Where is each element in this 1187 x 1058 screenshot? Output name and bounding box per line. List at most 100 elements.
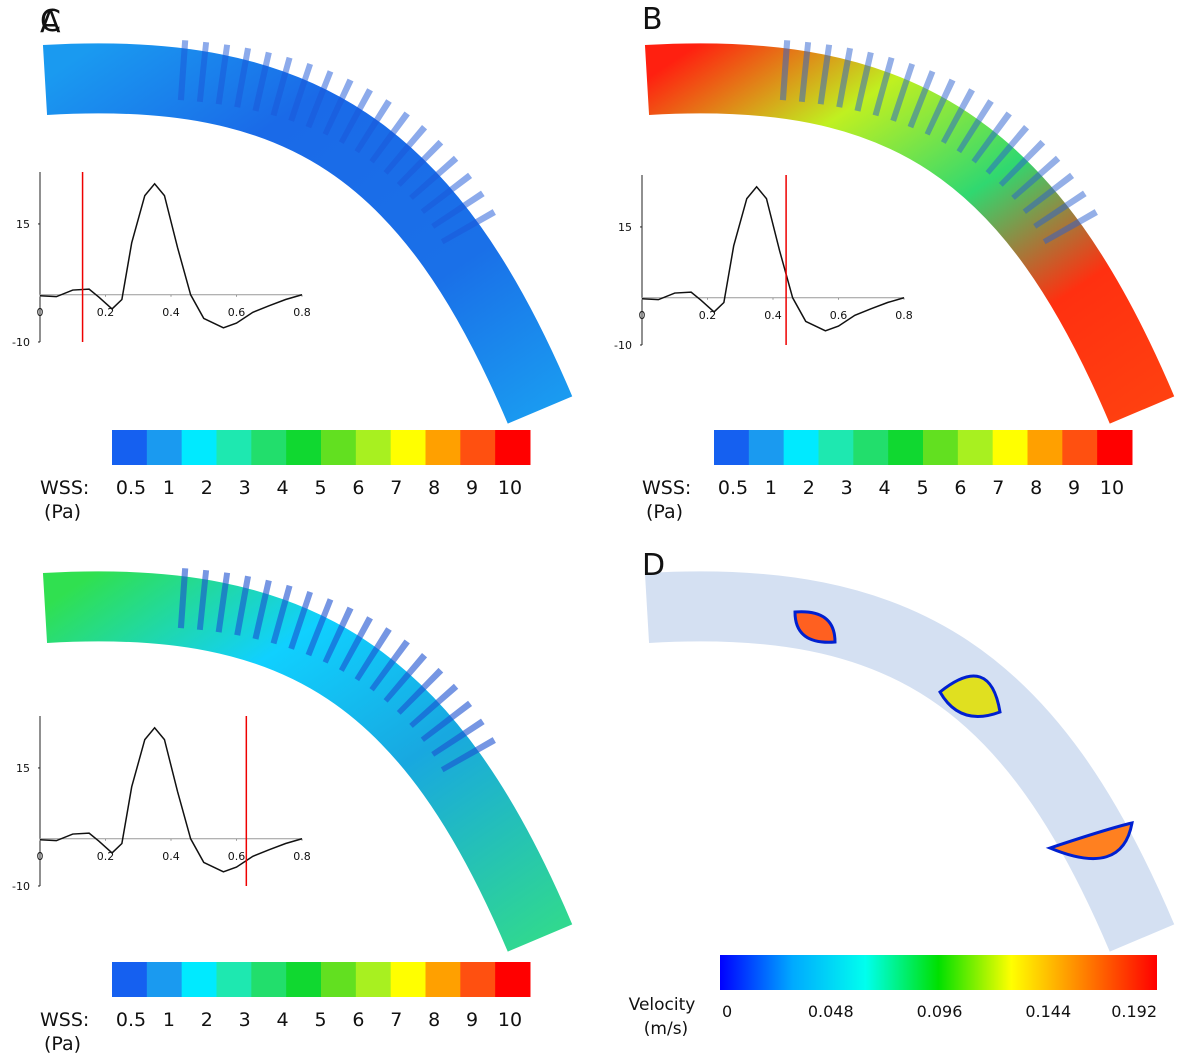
colorbar-block [251,430,287,465]
colorbar-tick-label: 10 [498,1009,522,1031]
x-tick-label: 0 [37,306,44,319]
colorbar-block [992,430,1028,465]
colorbar-block [783,430,819,465]
waveform-line [641,185,905,332]
x-tick-label: 0 [639,309,646,322]
colorbar-block [1027,430,1063,465]
colorbar-tick-label: 9 [466,1009,478,1031]
colorbar-tick-label: 8 [428,1009,440,1031]
y-tick-label: 15 [618,221,632,234]
colorbar-block [495,430,531,465]
colorbar-tick-label: 4 [277,477,289,499]
colorbar-block [425,430,461,465]
x-tick-label: 0.4 [162,306,180,319]
x-tick-label: 0.6 [228,850,246,863]
colorbar-block [748,430,785,465]
colorbar-block [216,430,252,465]
colorbar-block [818,430,854,465]
colorbar-title: WSS: [40,477,89,499]
colorbar-block [216,962,252,997]
colorbar-tick-label: 9 [1068,477,1080,499]
colorbar-tick-label: 0.096 [917,1002,963,1021]
colorbar-block [286,430,322,465]
colorbar-tick-label: 10 [1100,477,1124,499]
stent-a [177,40,497,245]
colorbar-block [112,430,148,465]
panel-label: D [642,548,665,583]
colorbar-tick-label: 8 [1030,477,1042,499]
colorbar-tick-label: 7 [992,477,1004,499]
y-tick-label: 15 [16,218,30,231]
colorbar-block [425,962,461,997]
panel-label: A [40,5,61,40]
colorbar-title: WSS: [40,1009,89,1031]
colorbar-tick-label: 2 [803,477,815,499]
colorbar-tick-label: 10 [498,477,522,499]
profile [1045,821,1134,861]
colorbar-block [460,962,496,997]
colorbar-tick-label: 7 [390,477,402,499]
x-tick-label: 0.6 [830,309,848,322]
x-tick-label: 0.2 [97,850,115,863]
vessel-b [644,43,1175,424]
colorbar-tick-label: 0.048 [808,1002,854,1021]
colorbar-block [390,962,426,997]
colorbar-block [286,962,322,997]
x-tick-label: 0.4 [764,309,782,322]
colorbar-tick-label: 9 [466,477,478,499]
y-tick-label: 15 [16,762,30,775]
colorbar-block [146,430,183,465]
x-tick-label: 0.8 [895,309,913,322]
colorbar-tick-label: 6 [954,477,966,499]
colorbar-tick-label: 0 [722,1002,732,1021]
y-tick-label: -10 [614,339,632,352]
x-tick-label: 0.8 [293,306,311,319]
profile [793,610,837,644]
colorbar-tick-label: 6 [352,1009,364,1031]
colorbar-block [251,962,287,997]
colorbar-tick-label: 0.5 [116,1009,146,1031]
colorbar-block [714,430,750,465]
vessel-a [42,43,573,424]
x-tick-label: 0.6 [228,306,246,319]
vessel-d [644,571,1175,952]
x-tick-label: 0.2 [699,309,717,322]
colorbar-tick-label: 0.144 [1025,1002,1071,1021]
colorbar-block [495,962,531,997]
x-tick-label: 0.8 [293,850,311,863]
stent-b [779,40,1099,245]
stent-c [177,568,497,773]
colorbar-block [146,962,183,997]
x-tick-label: 0.2 [97,306,115,319]
colorbar-tick-label: 1 [765,477,777,499]
colorbar-block [957,430,994,465]
colorbar-tick-label: 2 [201,1009,213,1031]
colorbar-tick-label: 4 [879,477,891,499]
tubes [42,40,1175,952]
colorbar-unit: (Pa) [44,1033,81,1054]
colorbar-block [181,430,217,465]
colorbar-unit: (Pa) [646,501,683,523]
colorbar-block [112,962,148,997]
colorbar-title: WSS: [642,477,691,499]
profile [938,674,1002,718]
colorbar-tick-label: 0.5 [116,477,146,499]
panel-label: B [642,2,663,37]
colorbar-tick-label: 1 [163,477,175,499]
colorbar-block [321,962,357,997]
vessel-c [42,571,573,952]
colorbar-block [853,430,889,465]
velocity-colorbar [720,955,1157,990]
colorbar-unit: (Pa) [44,501,81,523]
x-tick-label: 0.4 [162,850,180,863]
colorbar-tick-label: 3 [239,1009,251,1031]
colorbar-block [923,430,959,465]
colorbar-block [321,430,357,465]
colorbar-block [1097,430,1133,465]
colorbar-tick-label: 7 [390,1009,402,1031]
x-tick-label: 0 [37,850,44,863]
colorbar-block [181,962,217,997]
colorbar-tick-label: 3 [239,477,251,499]
waveform-line [39,726,303,873]
